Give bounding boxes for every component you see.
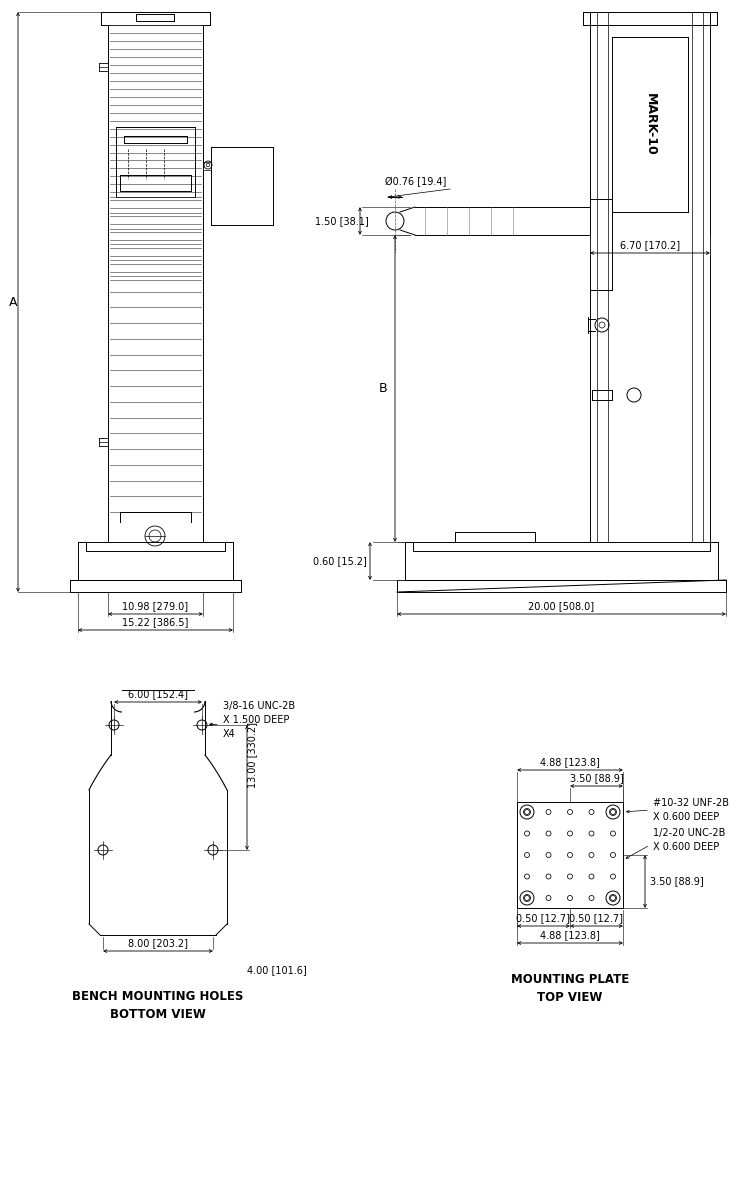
Text: 15.22 [386.5]: 15.22 [386.5] (122, 617, 189, 626)
Text: 6.00 [152.4]: 6.00 [152.4] (128, 689, 188, 698)
Text: 10.98 [279.0]: 10.98 [279.0] (123, 601, 188, 611)
Text: 1/2-20 UNC-2B
X 0.600 DEEP: 1/2-20 UNC-2B X 0.600 DEEP (653, 828, 725, 852)
Text: 0.50 [12.7]: 0.50 [12.7] (569, 913, 623, 923)
Text: Ø0.76 [19.4]: Ø0.76 [19.4] (385, 176, 447, 187)
Text: 1.50 [38.1]: 1.50 [38.1] (315, 216, 369, 226)
Text: 3.50 [88.9]: 3.50 [88.9] (569, 773, 623, 782)
Text: MOUNTING PLATE
TOP VIEW: MOUNTING PLATE TOP VIEW (511, 973, 629, 1004)
Text: #10-32 UNF-2B
X 0.600 DEEP: #10-32 UNF-2B X 0.600 DEEP (653, 798, 729, 822)
Text: MARK-10: MARK-10 (644, 94, 657, 156)
Text: A: A (9, 295, 17, 308)
Text: 3.50 [88.9]: 3.50 [88.9] (650, 876, 704, 887)
Text: 4.88 [123.8]: 4.88 [123.8] (540, 930, 600, 940)
Text: BENCH MOUNTING HOLES
BOTTOM VIEW: BENCH MOUNTING HOLES BOTTOM VIEW (72, 990, 244, 1021)
Text: 0.50 [12.7]: 0.50 [12.7] (517, 913, 571, 923)
Text: 13.00 [330.2]: 13.00 [330.2] (247, 721, 257, 787)
Text: B: B (379, 382, 387, 395)
Text: 0.60 [15.2]: 0.60 [15.2] (313, 556, 367, 566)
Text: 3/8-16 UNC-2B
X 1.500 DEEP
X4: 3/8-16 UNC-2B X 1.500 DEEP X4 (223, 701, 295, 739)
Text: 4.88 [123.8]: 4.88 [123.8] (540, 757, 600, 767)
Text: 4.00 [101.6]: 4.00 [101.6] (247, 965, 306, 974)
Text: 20.00 [508.0]: 20.00 [508.0] (529, 601, 595, 611)
Text: 6.70 [170.2]: 6.70 [170.2] (620, 240, 680, 250)
Text: 8.00 [203.2]: 8.00 [203.2] (128, 938, 188, 948)
